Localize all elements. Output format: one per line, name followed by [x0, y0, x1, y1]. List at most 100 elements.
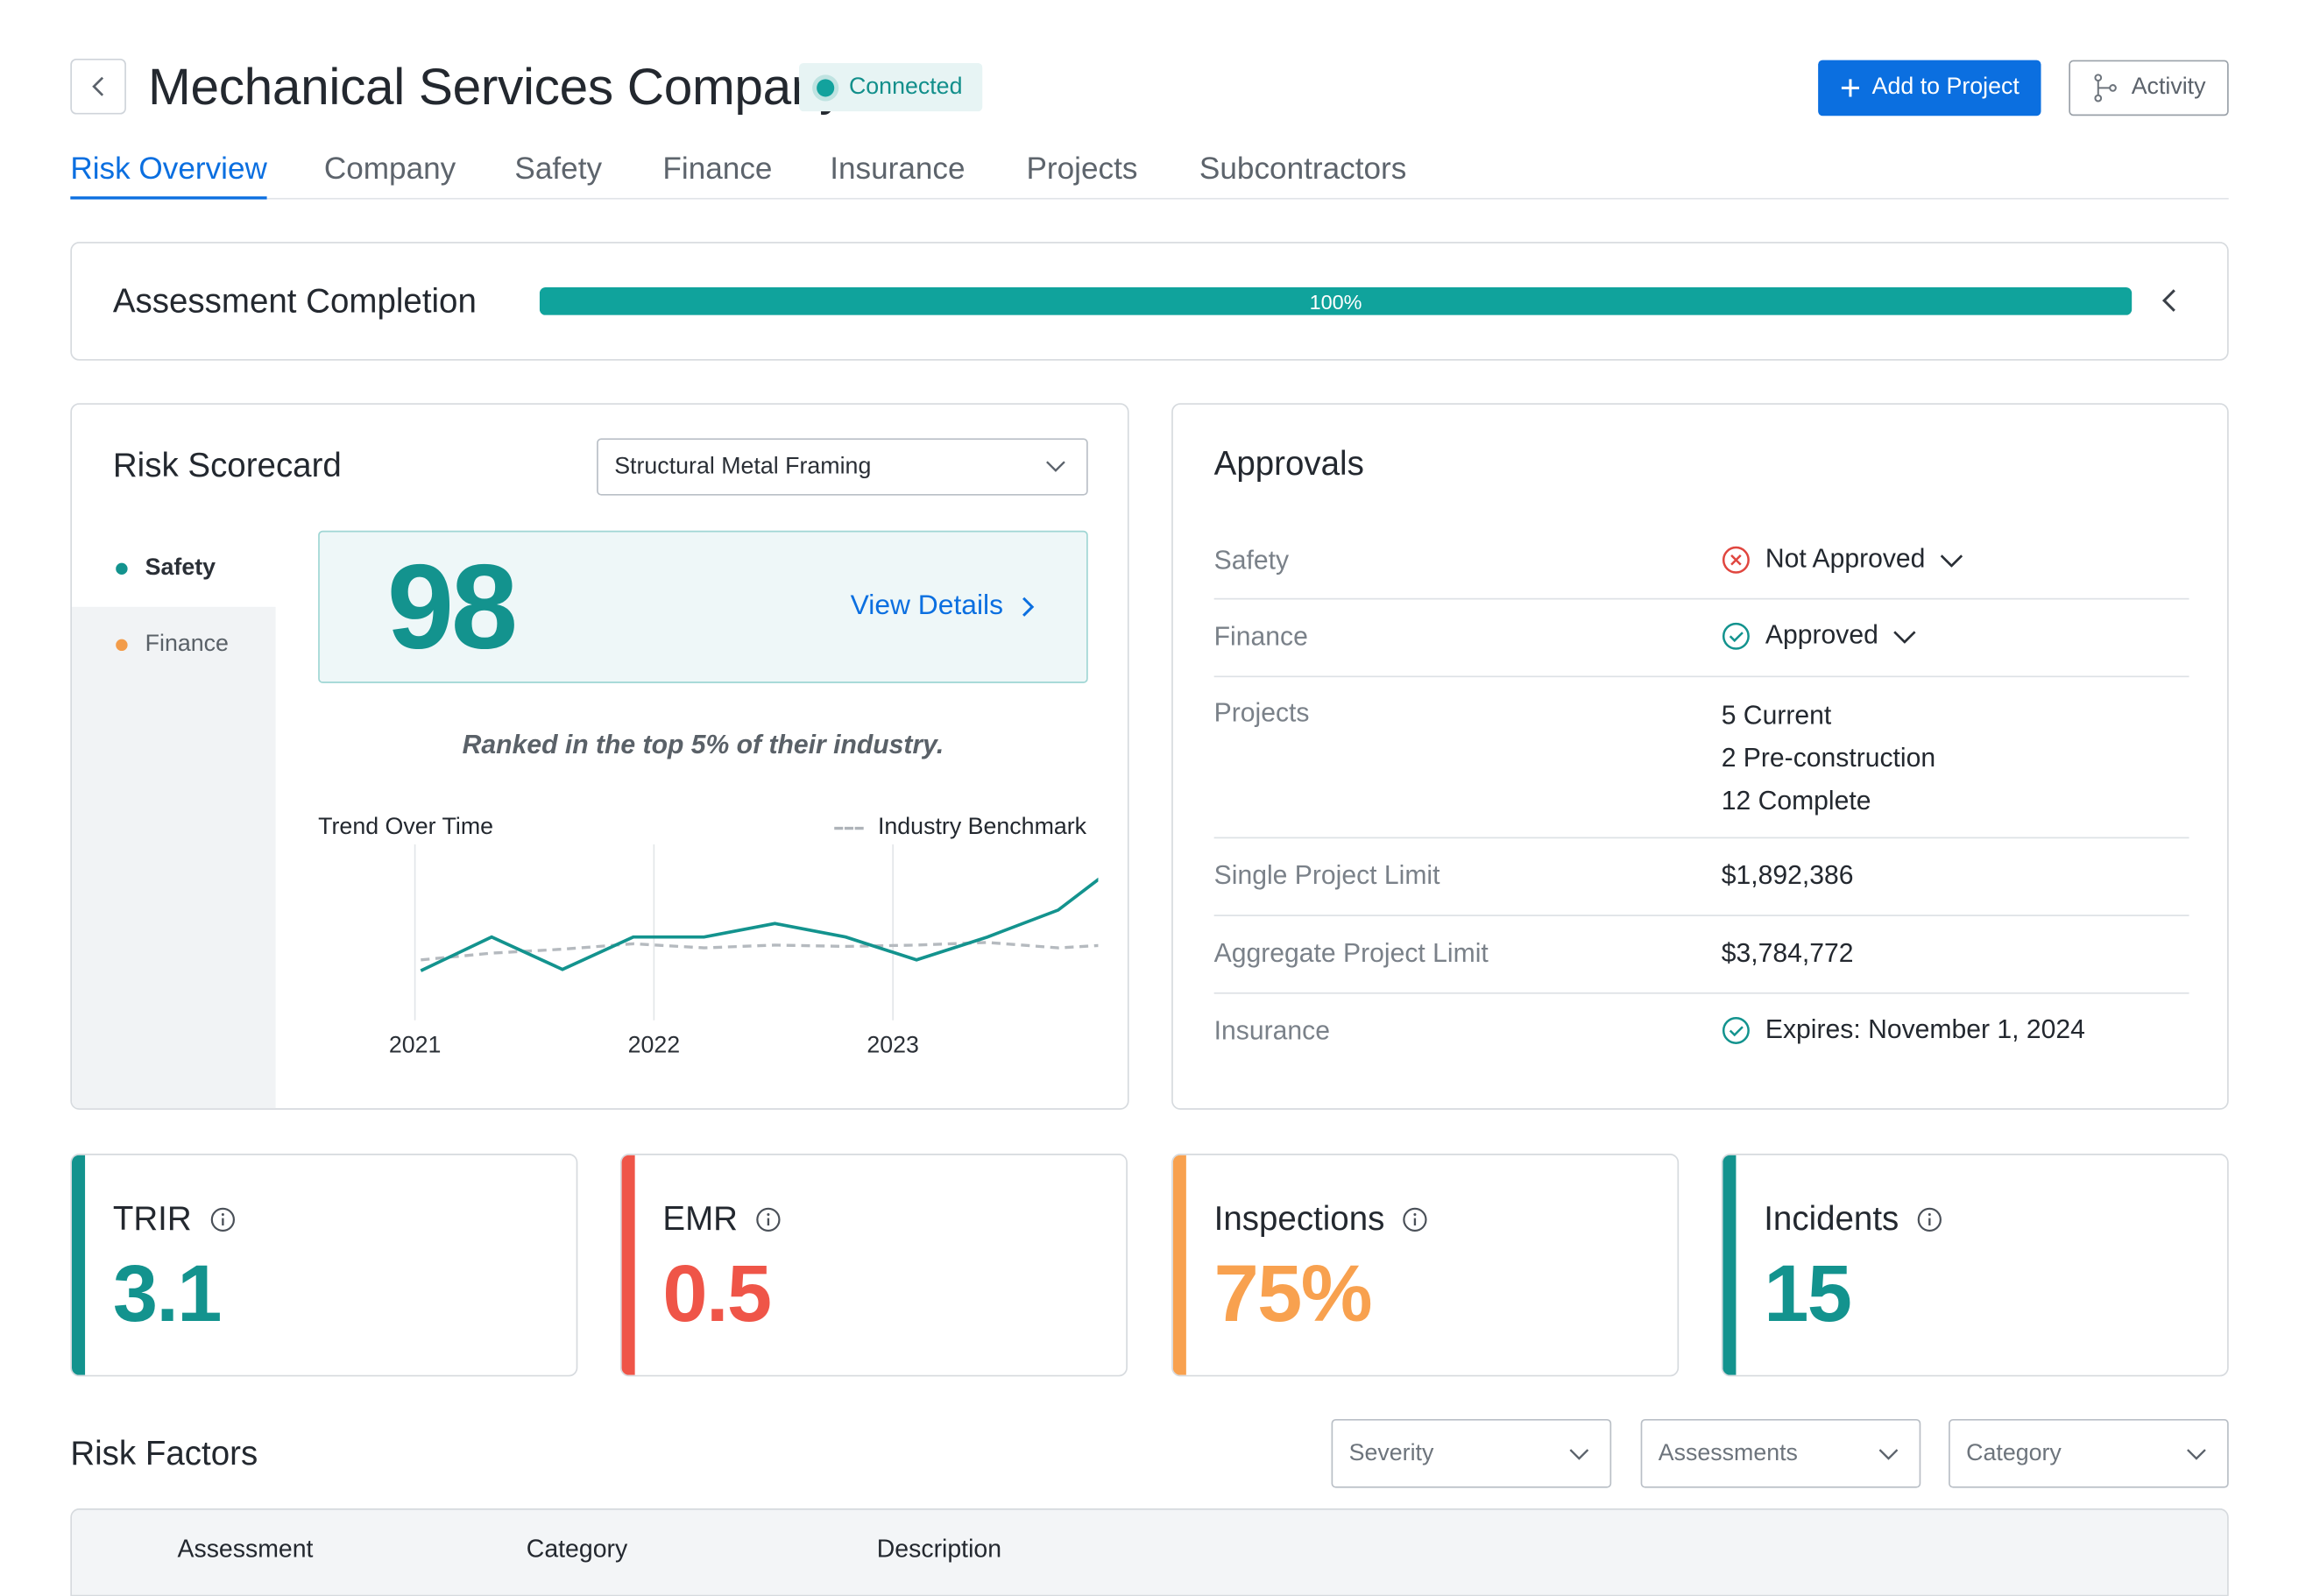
ranking-text: Ranked in the top 5% of their industry.: [462, 730, 944, 759]
activity-label: Activity: [2131, 74, 2206, 100]
metric-label-group: Inspections: [1214, 1199, 1429, 1239]
x-tick-label: 2021: [389, 1032, 442, 1058]
chevron-down-icon: [1893, 630, 1916, 643]
insurance-expiry: Expires: November 1, 2024: [1722, 1014, 2085, 1045]
metric-accent-bar: [621, 1155, 635, 1375]
info-icon[interactable]: [209, 1205, 236, 1232]
category-filter[interactable]: Category: [1949, 1418, 2229, 1488]
risk-factors-title: Risk Factors: [70, 1433, 258, 1472]
approval-row-finance: Finance Approved: [1213, 599, 2189, 678]
approval-label: Safety: [1213, 545, 1290, 576]
score-panel: 98 View Details: [318, 530, 1088, 683]
tab-subcontractors[interactable]: Subcontractors: [1199, 152, 1407, 187]
check-circle-icon: [1722, 621, 1750, 649]
tab-finance[interactable]: Finance: [662, 152, 773, 187]
activity-button[interactable]: Activity: [2069, 60, 2229, 117]
info-icon[interactable]: [1402, 1205, 1428, 1232]
risk-score: 98: [386, 540, 518, 674]
score-series-line: [420, 877, 1099, 972]
approval-label: Projects: [1213, 697, 1310, 728]
status-dot-icon: [817, 78, 835, 96]
view-details-link[interactable]: View Details: [851, 590, 1036, 623]
severity-filter[interactable]: Severity: [1331, 1418, 1612, 1488]
metric-card-inspections: Inspections 75%: [1171, 1154, 1680, 1377]
metric-label: Incidents: [1764, 1198, 1899, 1238]
chevron-down-icon: [2187, 1449, 2206, 1460]
legend-label: Industry Benchmark: [877, 815, 1087, 840]
tab-safety[interactable]: Safety: [514, 152, 603, 187]
approval-status-label: Not Approved: [1765, 543, 1926, 574]
aggregate-project-limit-value: $3,784,772: [1721, 938, 1854, 968]
approval-status-dropdown[interactable]: Not Approved: [1722, 544, 1963, 575]
category-list-background: [72, 606, 276, 1109]
status-badge-label: Connected: [848, 74, 963, 99]
approvals-card: Approvals Safety Not Approved Finance Ap…: [1171, 403, 2229, 1110]
assessment-title: Assessment Completion: [112, 281, 477, 320]
metric-label-group: TRIR: [113, 1199, 236, 1239]
add-to-project-label: Add to Project: [1871, 74, 2020, 100]
column-header-category[interactable]: Category: [526, 1535, 628, 1563]
approval-row-single-limit: Single Project Limit $1,892,386: [1213, 838, 2189, 916]
metric-label: Inspections: [1213, 1198, 1385, 1238]
chart-legend: Industry Benchmark: [833, 815, 1087, 841]
risk-scorecard-title: Risk Scorecard: [112, 445, 342, 484]
assessment-progress-bar: 100%: [539, 287, 2133, 315]
page-title: Mechanical Services Company: [148, 58, 845, 117]
legend-dashed-line-icon: [833, 826, 864, 830]
trade-select[interactable]: Structural Metal Framing: [597, 438, 1088, 496]
approval-label: Aggregate Project Limit: [1213, 938, 1489, 968]
approvals-title: Approvals: [1213, 444, 1364, 483]
view-details-label: View Details: [850, 590, 1004, 622]
column-header-description[interactable]: Description: [876, 1535, 1002, 1563]
projects-preconstruction: 2 Pre-construction: [1721, 743, 1936, 773]
column-header-assessment[interactable]: Assessment: [177, 1535, 314, 1563]
projects-summary: 5 Current 2 Pre-construction 12 Complete: [1722, 695, 1935, 823]
info-icon[interactable]: [755, 1205, 782, 1232]
metric-card-trir: TRIR 3.1: [70, 1154, 578, 1377]
chevron-down-icon: [1046, 461, 1065, 472]
approval-row-insurance: Insurance Expires: November 1, 2024: [1214, 994, 2189, 1072]
metric-accent-bar: [1722, 1155, 1737, 1375]
x-circle-icon: [1722, 545, 1750, 573]
trend-chart-title: Trend Over Time: [318, 815, 494, 840]
metric-value: 0.5: [662, 1247, 772, 1338]
info-icon[interactable]: [1916, 1205, 1942, 1232]
check-circle-icon: [1722, 1016, 1750, 1044]
metric-value: 3.1: [112, 1247, 223, 1338]
metric-label-group: EMR: [662, 1199, 782, 1239]
metric-value: 15: [1764, 1247, 1852, 1338]
projects-complete: 12 Complete: [1721, 785, 1871, 816]
assessment-progress-label: 100%: [1309, 289, 1362, 314]
assessments-filter[interactable]: Assessments: [1640, 1418, 1921, 1488]
tab-projects[interactable]: Projects: [1026, 152, 1138, 187]
insurance-expiry-label: Expires: November 1, 2024: [1765, 1014, 2085, 1044]
x-tick-label: 2023: [867, 1032, 919, 1058]
metric-label-group: Incidents: [1764, 1199, 1942, 1239]
approval-label: Single Project Limit: [1213, 860, 1440, 890]
scorecard-category-list: Safety Finance: [72, 531, 276, 1109]
tab-company[interactable]: Company: [323, 152, 456, 187]
filter-label: Assessments: [1658, 1441, 1798, 1466]
filter-label: Category: [1966, 1441, 2062, 1466]
approval-row-aggregate-limit: Aggregate Project Limit $3,784,772: [1213, 916, 2189, 994]
category-safety[interactable]: Safety: [72, 531, 276, 607]
assessment-progress-fill: 100%: [539, 287, 2133, 315]
status-badge: Connected: [799, 62, 983, 112]
metric-accent-bar: [72, 1155, 86, 1375]
add-to-project-button[interactable]: Add to Project: [1818, 60, 2041, 117]
approval-row-projects: Projects 5 Current 2 Pre-construction 12…: [1213, 677, 2189, 839]
tab-risk-overview[interactable]: Risk Overview: [70, 146, 267, 200]
approval-status-dropdown[interactable]: Approved: [1722, 620, 1917, 651]
metric-card-emr: EMR 0.5: [619, 1154, 1128, 1377]
chevron-down-icon: [1940, 554, 1963, 567]
collapse-chevron-icon[interactable]: [2158, 285, 2182, 317]
category-finance[interactable]: Finance: [72, 607, 276, 683]
chevron-left-icon: [92, 76, 104, 96]
trend-chart: 2021202220232024: [389, 844, 1099, 1058]
benchmark-series-line: [421, 941, 1099, 962]
tab-insurance[interactable]: Insurance: [830, 152, 966, 187]
category-dot-icon: [116, 639, 128, 652]
approval-status-label: Approved: [1765, 619, 1878, 650]
back-button[interactable]: [70, 58, 126, 115]
risk-factors-table-header: Assessment Category Description: [70, 1508, 2229, 1596]
